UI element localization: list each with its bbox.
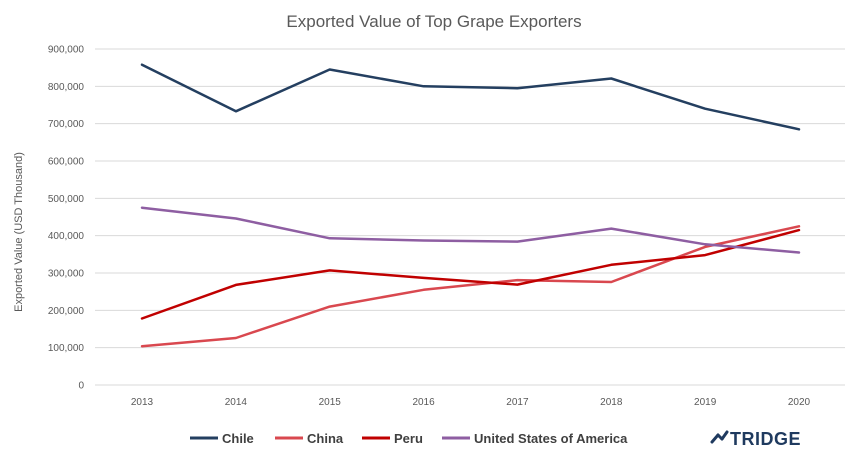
gridlines <box>95 48 845 386</box>
legend-item: United States of America <box>442 431 628 446</box>
chart-title: Exported Value of Top Grape Exporters <box>286 12 581 31</box>
series-line-united-states-of-america <box>140 206 801 254</box>
legend-label: Chile <box>222 431 254 446</box>
y-axis-label: Exported Value (USD Thousand) <box>13 152 25 312</box>
legend-label: China <box>307 431 344 446</box>
y-tick-label: 300,000 <box>48 269 85 280</box>
y-tick-label: 800,000 <box>48 82 85 93</box>
x-tick-label: 2020 <box>788 397 811 408</box>
legend: Chile China Peru United States of America <box>190 431 628 446</box>
x-axis-ticks: 2013 2014 2015 2016 2017 2018 2019 2020 <box>131 397 811 408</box>
y-tick-label: 700,000 <box>48 119 85 130</box>
legend-item: Chile <box>190 431 254 446</box>
legend-item: Peru <box>362 431 423 446</box>
series-lines <box>140 63 801 348</box>
y-tick-label: 500,000 <box>48 194 85 205</box>
y-tick-label: 400,000 <box>48 231 85 242</box>
series-line-peru <box>140 228 801 320</box>
x-tick-label: 2016 <box>412 397 435 408</box>
brand-logo: TRIDGE <box>710 429 801 449</box>
x-tick-label: 2013 <box>131 397 154 408</box>
y-tick-label: 200,000 <box>48 306 85 317</box>
legend-label: United States of America <box>474 431 628 446</box>
x-tick-label: 2014 <box>225 397 248 408</box>
y-tick-label: 900,000 <box>48 45 85 56</box>
brand-name: TRIDGE <box>730 429 801 449</box>
legend-label: Peru <box>394 431 423 446</box>
y-tick-label: 0 <box>78 381 84 392</box>
y-tick-label: 600,000 <box>48 157 85 168</box>
x-tick-label: 2017 <box>506 397 529 408</box>
x-tick-label: 2018 <box>600 397 623 408</box>
tridge-logo-icon <box>710 430 729 444</box>
x-tick-label: 2015 <box>319 397 342 408</box>
legend-item: China <box>275 431 344 446</box>
y-axis-ticks: 0 100,000 200,000 300,000 400,000 500,000 600,… <box>48 45 85 392</box>
series-line-china <box>140 225 801 348</box>
x-tick-label: 2019 <box>694 397 717 408</box>
series-line-chile <box>140 63 801 131</box>
y-tick-label: 100,000 <box>48 343 85 354</box>
